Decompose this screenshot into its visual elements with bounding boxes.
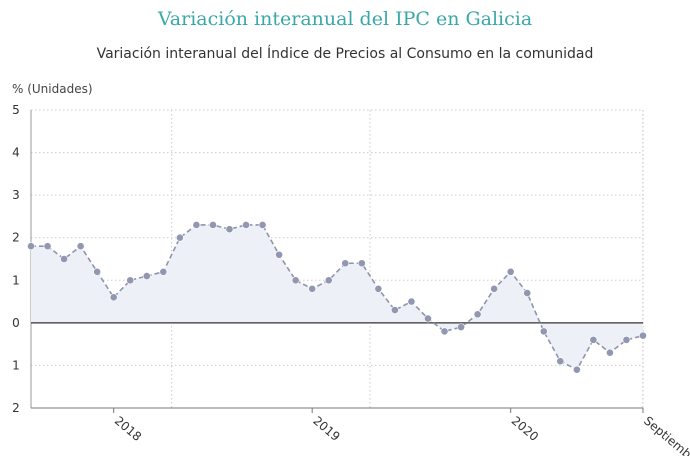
data-point <box>159 267 168 276</box>
data-point <box>407 297 416 306</box>
data-point <box>192 221 201 229</box>
data-point <box>639 331 647 340</box>
data-point <box>93 267 102 276</box>
data-point <box>457 323 465 332</box>
x-tick-label: Septiembre <box>641 414 690 456</box>
data-point <box>175 233 184 242</box>
data-point <box>622 335 631 344</box>
chart-subtitle: Variación interanual del Índice de Preci… <box>96 46 594 62</box>
data-point <box>357 259 366 268</box>
y-tick-label: 2 <box>12 231 20 245</box>
x-tick-label: 2019 <box>310 414 342 444</box>
chart-title: Variación interanual del IPC en Galicia <box>157 8 533 30</box>
data-point <box>209 221 217 229</box>
data-point <box>374 284 383 293</box>
y-tick-label: 0 <box>12 316 20 330</box>
y-tick-label: 5 <box>12 103 20 117</box>
data-point <box>308 284 317 293</box>
data-point <box>291 276 300 285</box>
data-point <box>43 242 52 251</box>
data-point <box>275 250 284 259</box>
data-point <box>572 365 581 374</box>
data-point <box>242 221 250 229</box>
data-point <box>341 259 350 268</box>
data-point <box>142 272 151 280</box>
data-point <box>539 327 548 336</box>
data-point <box>324 276 333 285</box>
data-point <box>473 310 482 319</box>
data-point <box>589 335 598 344</box>
data-point <box>606 348 614 357</box>
data-point <box>27 242 35 251</box>
data-point <box>109 293 118 302</box>
data-point <box>556 357 565 366</box>
y-axis-unit-label: % (Unidades) <box>12 82 93 96</box>
data-point <box>126 276 135 285</box>
data-point <box>424 314 432 323</box>
data-point <box>76 242 85 251</box>
x-tick-label: 2020 <box>509 414 541 444</box>
y-tick-label: 1 <box>12 358 20 372</box>
series-area <box>31 224 643 370</box>
y-tick-label: 1 <box>12 273 20 287</box>
data-point <box>440 327 449 336</box>
y-tick-label: 4 <box>12 146 20 160</box>
data-point <box>225 225 234 234</box>
data-point <box>60 255 68 263</box>
data-point <box>258 221 267 229</box>
data-point <box>523 289 532 297</box>
y-tick-label: 2 <box>12 401 20 415</box>
data-point <box>390 306 399 314</box>
data-point <box>490 284 499 293</box>
y-tick-label: 3 <box>12 188 20 202</box>
data-point <box>506 267 515 276</box>
x-tick-label: 2018 <box>112 414 144 444</box>
